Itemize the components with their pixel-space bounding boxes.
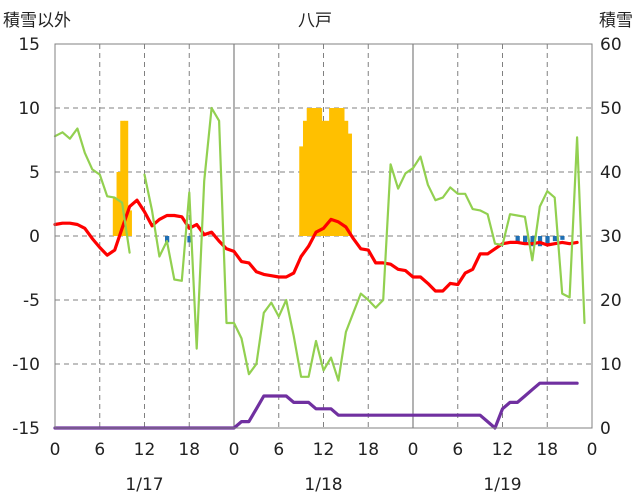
right-tick-label: 60 xyxy=(600,35,622,55)
orange-bar xyxy=(123,120,129,236)
x-tick-label: 6 xyxy=(94,440,105,460)
x-tick-label: 12 xyxy=(492,440,514,460)
blue-bar xyxy=(552,236,558,242)
orange-bar xyxy=(336,108,341,236)
lines xyxy=(53,106,586,430)
x-tick-label: 0 xyxy=(50,440,61,460)
left-tick-label: 10 xyxy=(18,99,40,119)
orange-bar xyxy=(321,120,326,236)
orange-bar xyxy=(340,108,345,236)
date-label: 1/19 xyxy=(483,475,521,495)
left-tick-label: 5 xyxy=(29,163,40,183)
orange-bar xyxy=(317,108,323,236)
x-tick-label: 18 xyxy=(357,440,379,460)
orange-bar xyxy=(127,210,132,236)
orange-bar xyxy=(306,108,311,236)
orange-bar xyxy=(325,120,330,236)
right-tick-label: 50 xyxy=(600,99,622,119)
blue-bar xyxy=(515,236,520,243)
orange-bar xyxy=(344,120,349,236)
right-axis-label: 積雪 xyxy=(599,11,633,31)
orange-bar xyxy=(329,108,334,236)
left-tick-label: -15 xyxy=(12,419,40,439)
x-tick-label: 0 xyxy=(229,440,240,460)
orange-bar xyxy=(116,172,121,236)
blue-bar xyxy=(165,236,170,243)
orange-bar xyxy=(120,120,125,236)
left-tick-labels: -15 -10 -5 0 5 10 15 xyxy=(12,35,40,439)
orange-bar xyxy=(314,108,319,236)
left-tick-label: -5 xyxy=(23,291,40,311)
blue-bar xyxy=(523,236,528,243)
orange-bar xyxy=(347,133,352,236)
orange-bar xyxy=(310,108,315,236)
orange-bar xyxy=(302,120,308,236)
left-tick-label: 0 xyxy=(29,227,40,247)
blue-bar xyxy=(187,236,192,243)
bars xyxy=(112,108,565,247)
x-tick-label: 12 xyxy=(313,440,335,460)
right-tick-labels: 0 10 20 30 40 50 60 xyxy=(600,35,622,439)
blue-bar xyxy=(530,236,535,247)
left-tick-label: -10 xyxy=(12,355,40,375)
x-tick-labels: 0 6 12 18 0 6 12 18 0 6 12 18 0 xyxy=(50,440,598,460)
left-axis-label: 積雪以外 xyxy=(3,11,71,31)
green-series-line xyxy=(53,106,586,382)
x-tick-label: 18 xyxy=(536,440,558,460)
date-label: 1/18 xyxy=(304,475,342,495)
purple-series-line xyxy=(53,381,579,430)
chart-title: 八戸 xyxy=(298,11,332,31)
right-tick-label: 0 xyxy=(600,419,611,439)
x-tick-label: 18 xyxy=(178,440,200,460)
right-tick-label: 20 xyxy=(600,291,622,311)
left-tick-label: 15 xyxy=(18,35,40,55)
plot-frame xyxy=(54,43,593,429)
orange-bar xyxy=(332,108,338,236)
blue-bar xyxy=(560,236,565,240)
x-tick-label: 0 xyxy=(408,440,419,460)
right-tick-label: 10 xyxy=(600,355,622,375)
orange-bar xyxy=(112,197,118,236)
right-tick-label: 30 xyxy=(600,227,622,247)
x-tick-label: 0 xyxy=(587,440,598,460)
x-tick-label: 12 xyxy=(134,440,156,460)
date-label: 1/17 xyxy=(125,475,163,495)
red-series-line xyxy=(53,198,579,293)
date-labels: 1/17 1/18 1/19 xyxy=(125,475,521,495)
orange-bar xyxy=(299,146,304,236)
right-tick-label: 40 xyxy=(600,163,622,183)
x-tick-label: 6 xyxy=(273,440,284,460)
blue-bar xyxy=(545,236,550,244)
x-tick-label: 6 xyxy=(452,440,463,460)
